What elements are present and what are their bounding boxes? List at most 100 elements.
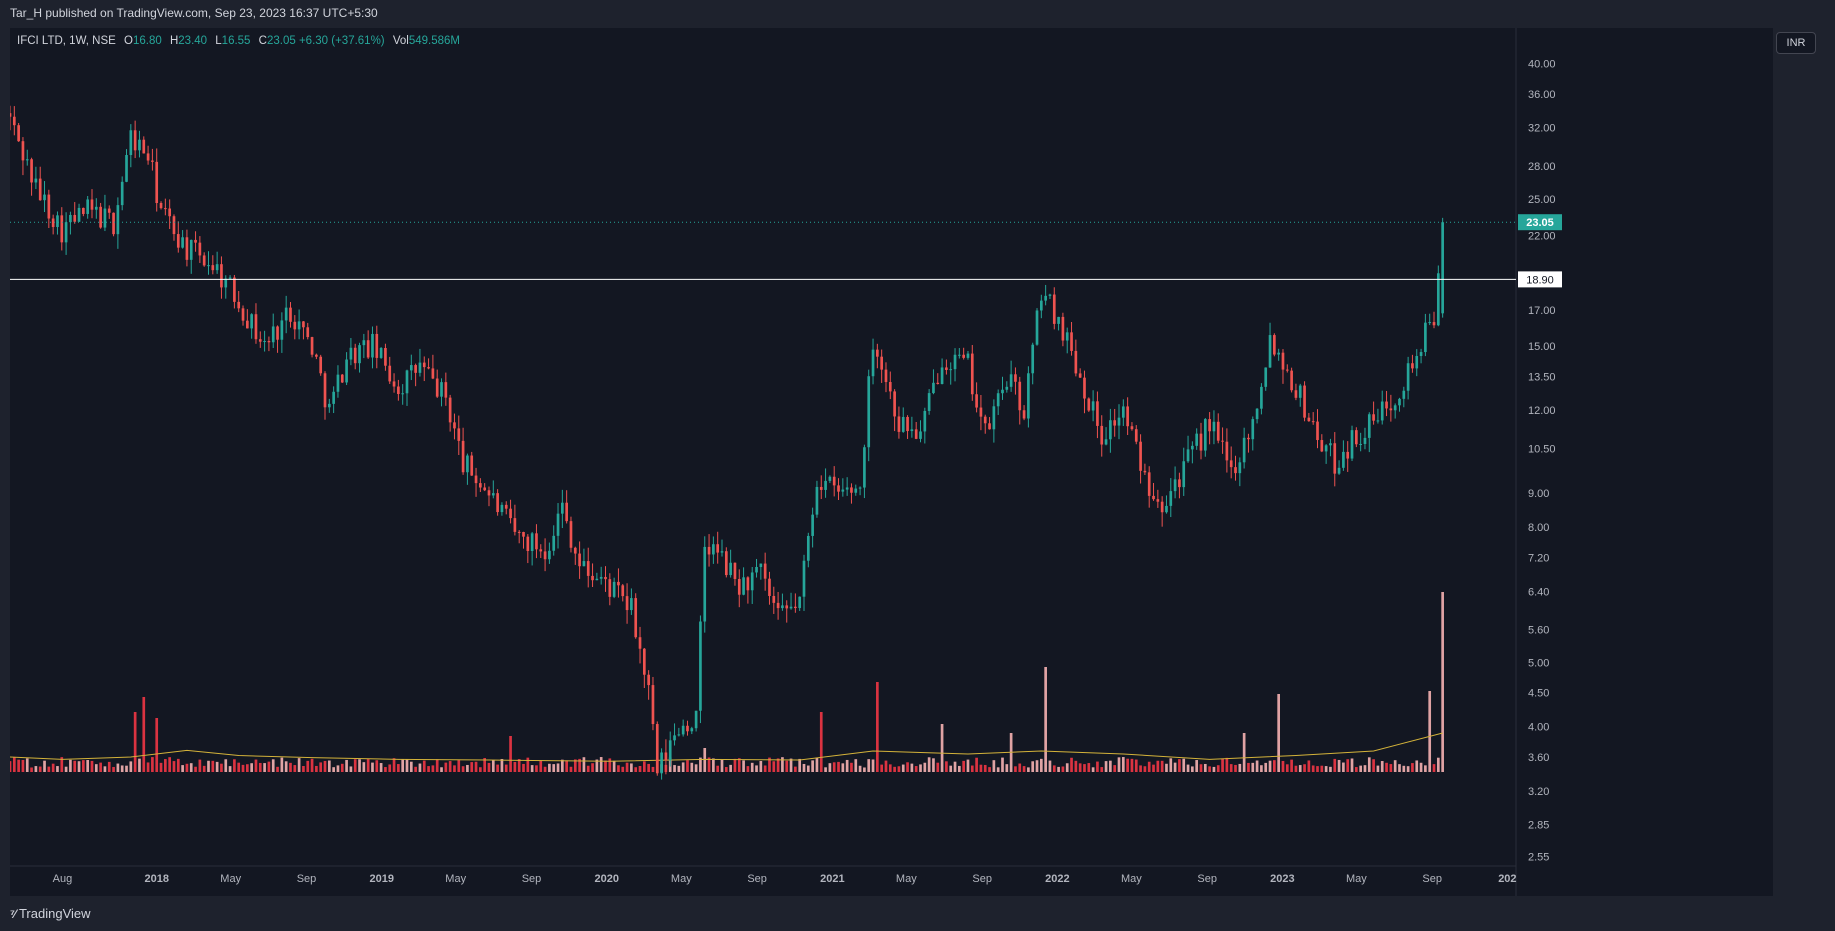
- volume-bar: [332, 767, 335, 772]
- candle-body: [297, 321, 301, 330]
- price-tick-label: 32.00: [1528, 123, 1556, 135]
- volume-bar: [1018, 763, 1022, 772]
- volume-bar: [617, 765, 620, 772]
- volume-bar: [798, 758, 802, 772]
- candle-body: [1035, 310, 1039, 345]
- price-tick-label: 7.20: [1528, 552, 1549, 564]
- time-tick-label: May: [220, 873, 241, 885]
- volume-bar: [1333, 758, 1337, 772]
- volume-bar: [379, 763, 383, 772]
- candle-body: [932, 382, 935, 394]
- candle-body: [1134, 429, 1138, 442]
- volume-bar: [966, 759, 970, 772]
- candle-body: [595, 578, 599, 581]
- candle-body: [966, 353, 970, 358]
- volume-bar: [1014, 766, 1017, 772]
- candle-body: [591, 575, 594, 581]
- volume-bar: [1052, 765, 1056, 772]
- volume-bar: [1087, 763, 1091, 772]
- volume-bar: [43, 760, 46, 772]
- candle-body: [1294, 390, 1298, 398]
- time-tick-label: May: [671, 873, 692, 885]
- legend-high-label: H: [169, 35, 179, 47]
- candle-body: [561, 502, 564, 514]
- candle-body: [599, 576, 603, 579]
- candle-body: [772, 595, 776, 603]
- volume-bar: [12, 757, 16, 772]
- volume-bar: [422, 760, 426, 772]
- candle-body: [828, 476, 832, 481]
- volume-bar: [1359, 765, 1362, 772]
- price-tick-label: 13.50: [1528, 371, 1556, 383]
- candle-body: [250, 314, 253, 329]
- volume-bar: [1195, 760, 1199, 772]
- tradingview-brand[interactable]: ⁷⁄ TradingView: [10, 906, 91, 921]
- candle-body: [1303, 385, 1306, 418]
- legend-low-label: L: [215, 35, 222, 47]
- volume-bar: [146, 762, 150, 772]
- volume-bar: [914, 766, 918, 772]
- candle-body: [1428, 322, 1432, 324]
- candle-body: [237, 301, 241, 309]
- volume-bar: [47, 766, 51, 772]
- candle-body: [1298, 385, 1302, 398]
- candle-body: [155, 161, 159, 204]
- candle-body: [630, 598, 633, 611]
- candle-body: [811, 514, 814, 536]
- volume-bar: [276, 766, 279, 772]
- time-tick-label: Sep: [1422, 873, 1442, 885]
- candle-body: [582, 561, 586, 567]
- volume-bar: [1415, 760, 1419, 772]
- volume-bar: [384, 767, 387, 772]
- currency-button[interactable]: INR: [1776, 32, 1816, 54]
- volume-bar: [1273, 760, 1276, 772]
- time-tick-label: Sep: [297, 873, 317, 885]
- candle-body: [1251, 419, 1255, 440]
- volume-bar: [1173, 762, 1177, 772]
- candle-body: [73, 214, 77, 222]
- volume-bar: [953, 761, 957, 772]
- legend-close-label: C: [258, 35, 267, 47]
- volume-bar: [427, 766, 430, 772]
- volume-bar: [1389, 764, 1393, 772]
- candle-body: [1307, 417, 1311, 422]
- ohlc-legend: IFCI LTD, 1W, NSE O16.80 H23.40 L16.55 C…: [17, 35, 460, 47]
- volume-bar: [504, 764, 508, 772]
- candle-body: [310, 337, 314, 355]
- volume-bar: [621, 766, 625, 772]
- volume-bar: [491, 759, 495, 772]
- candle-body: [569, 521, 573, 548]
- price-tick-label: 6.40: [1528, 586, 1549, 598]
- candle-body: [466, 455, 469, 473]
- legend-symbol[interactable]: IFCI LTD, 1W, NSE: [17, 35, 116, 47]
- candle-body: [837, 485, 840, 492]
- volume-bar: [310, 758, 314, 772]
- candle-body: [293, 321, 297, 330]
- candle-body: [914, 429, 918, 439]
- volume-bar: [1134, 759, 1138, 772]
- volume-bar: [1307, 760, 1311, 772]
- volume-bar: [625, 762, 629, 772]
- candle-body: [798, 596, 802, 609]
- volume-bar: [535, 765, 538, 772]
- candle-body: [1402, 390, 1406, 399]
- volume-bar: [466, 764, 469, 772]
- candle-body: [1415, 356, 1419, 369]
- volume-bar: [392, 758, 396, 772]
- chart-pane[interactable]: 40.00 36.00 32.00 28.00 25.00 22.00 17.00 15.00…: [10, 28, 1773, 896]
- price-chart[interactable]: 40.00 36.00 32.00 28.00 25.00 22.00 17.00 15.00…: [10, 28, 1773, 896]
- candle-body: [802, 560, 806, 597]
- volume-bar: [604, 760, 607, 772]
- volume-bar: [1234, 764, 1237, 772]
- volume-bar: [1294, 765, 1298, 772]
- candle-body: [43, 194, 46, 201]
- volume-bar: [168, 757, 171, 772]
- candle-body: [703, 546, 707, 622]
- price-tick-label: 3.60: [1528, 752, 1549, 764]
- candle-body: [824, 480, 827, 490]
- volume-bar: [224, 759, 228, 772]
- candle-body: [1031, 344, 1035, 374]
- candle-body: [1100, 425, 1104, 445]
- candle-body: [983, 416, 987, 424]
- volume-bar: [1255, 760, 1259, 772]
